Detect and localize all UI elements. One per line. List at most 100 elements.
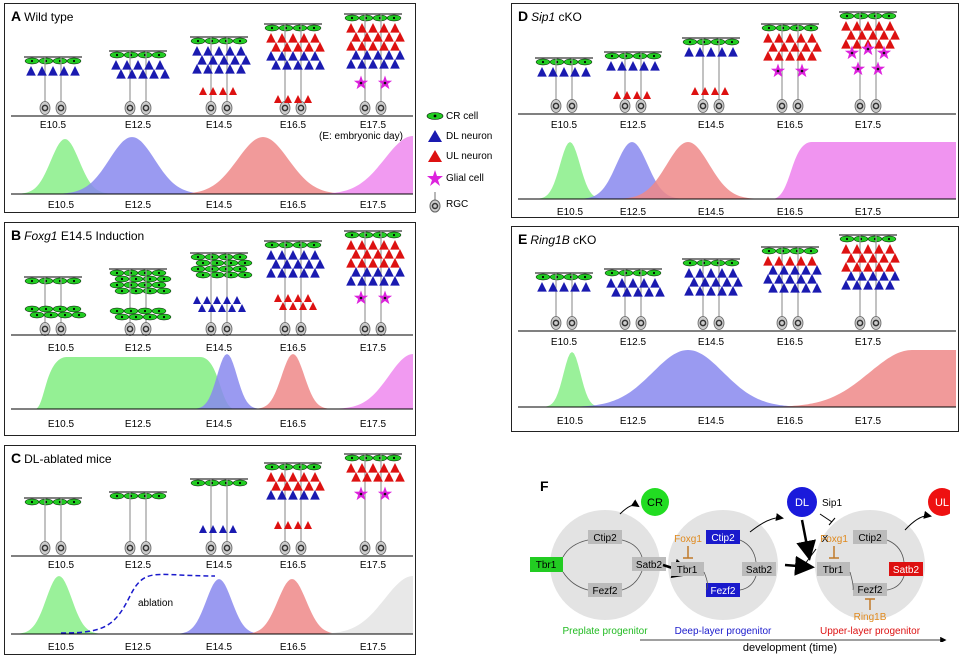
cr-cell-nucleus xyxy=(392,456,396,460)
ul-neuron xyxy=(384,472,394,482)
blocked-link xyxy=(804,548,817,565)
dl-neuron xyxy=(266,490,276,500)
cr-cell-nucleus xyxy=(72,307,76,311)
rgc-nucleus xyxy=(361,325,369,333)
rgc-nucleus xyxy=(568,102,576,110)
cr-cell-nucleus xyxy=(63,313,67,317)
dl-neuron xyxy=(570,282,580,292)
dl-neuron xyxy=(390,59,400,69)
legend-glial: Glial cell xyxy=(426,166,492,190)
dl-neuron xyxy=(277,268,287,278)
rgc-nucleus xyxy=(377,325,385,333)
network-link xyxy=(739,575,757,591)
rgc-cell xyxy=(55,541,67,555)
dl-production-curve xyxy=(552,350,892,407)
glial-nucleus xyxy=(866,47,870,51)
cr-cell-nucleus xyxy=(196,39,200,43)
day-label-E16.5: E16.5 xyxy=(777,207,804,217)
ul-neuron xyxy=(868,253,878,263)
dl-neuron xyxy=(70,66,80,76)
dl-neuron xyxy=(310,51,320,61)
rgc-nucleus xyxy=(637,319,645,327)
dl-neuron xyxy=(203,296,211,304)
cr-cell-nucleus xyxy=(238,255,242,259)
development-time-label: development (time) xyxy=(742,642,838,654)
ul-neuron xyxy=(623,91,631,99)
panel-f-gene-network: Ctip2 Tbr1 Satb2 Fezf2 CR Preplate proge… xyxy=(530,487,950,642)
legend-rgc: RGC xyxy=(426,190,492,218)
dl-neuron xyxy=(857,271,867,281)
ul-neuron xyxy=(368,23,378,33)
ul-neuron xyxy=(284,294,292,302)
dl-neuron xyxy=(606,61,616,71)
cr-cell-nucleus xyxy=(229,261,233,265)
rgc-cell xyxy=(792,99,804,113)
rgc-nucleus xyxy=(207,104,215,112)
dl-neuron xyxy=(379,59,389,69)
rgc-nucleus xyxy=(778,102,786,110)
rgc-nucleus xyxy=(207,544,215,552)
dl-neuron xyxy=(288,51,298,61)
ul-neuron xyxy=(763,51,773,61)
rgc-nucleus xyxy=(778,319,786,327)
cr-cell-nucleus xyxy=(148,289,152,293)
day-label-E17.5: E17.5 xyxy=(360,642,387,653)
ul-neuron xyxy=(368,258,378,268)
dl-neuron xyxy=(711,277,721,287)
dl-neuron xyxy=(213,296,221,304)
dl-neuron xyxy=(288,250,298,260)
rgc-nucleus xyxy=(699,319,707,327)
ul-neuron xyxy=(357,41,367,51)
ul-production-curve xyxy=(245,354,345,409)
day-label-E16.5: E16.5 xyxy=(777,337,804,348)
ul-neuron xyxy=(763,33,773,43)
dl-neuron xyxy=(628,61,638,71)
rgc-nucleus xyxy=(281,544,289,552)
glial-nucleus xyxy=(882,51,886,55)
cell-type-legend: CR cell DL neuron UL neuron Glial cell R… xyxy=(426,106,492,218)
ul-neuron xyxy=(219,87,227,95)
ul-neuron xyxy=(274,95,282,103)
rgc-cell xyxy=(635,99,647,113)
fezf2-label-2: Fezf2 xyxy=(710,586,735,597)
dl-neuron xyxy=(395,50,405,60)
ctip2-label-1: Ctip2 xyxy=(593,533,617,544)
day-label-E17.5: E17.5 xyxy=(855,207,882,217)
ul-neuron xyxy=(362,249,372,259)
dl-neuron xyxy=(617,278,627,288)
rgc-cell xyxy=(776,316,788,330)
rgc-nucleus xyxy=(297,544,305,552)
ul-neuron xyxy=(294,95,302,103)
ul-neuron xyxy=(288,472,298,482)
cr-cell-nucleus xyxy=(196,255,200,259)
dl-neuron xyxy=(138,69,148,79)
cr-cell-nucleus xyxy=(270,465,274,469)
ul-neuron xyxy=(346,463,356,473)
dl-neuron xyxy=(26,66,36,76)
ul-neuron xyxy=(874,262,884,272)
dl-neuron xyxy=(768,283,778,293)
dl-neuron xyxy=(812,283,822,293)
panel-c-dl-ablated: C DL-ablated mice E10.5 E12.5 E14.5 E16.5 E17… xyxy=(4,445,416,655)
rgc-nucleus xyxy=(715,102,723,110)
panel-a-title: A Wild type xyxy=(11,8,74,24)
dl-neuron xyxy=(548,282,558,292)
cr-cell-nucleus xyxy=(157,494,161,498)
day-label-E14.5: E14.5 xyxy=(206,642,233,653)
cr-cell-nucleus xyxy=(115,283,119,287)
ul-neuron xyxy=(796,51,806,61)
ul-neuron xyxy=(304,294,312,302)
ul-neuron xyxy=(890,253,900,263)
day-label-E14.5: E14.5 xyxy=(698,207,725,217)
dl-neuron-icon xyxy=(428,130,442,142)
cr-cell-nucleus xyxy=(652,271,656,275)
cr-cell-nucleus xyxy=(392,16,396,20)
rgc-cell xyxy=(854,316,866,330)
cr-cell-nucleus xyxy=(129,309,133,313)
dl-neuron xyxy=(384,267,394,277)
ul-neuron xyxy=(852,244,862,254)
panel-c-drawing: E10.5 E12.5 E14.5 E16.5 E17.5 ablation E10.5 E1… xyxy=(11,453,413,653)
day-label-E16.5: E16.5 xyxy=(280,642,307,653)
day-label-E17.5: E17.5 xyxy=(360,120,387,131)
cr-cell-nucleus xyxy=(162,315,166,319)
